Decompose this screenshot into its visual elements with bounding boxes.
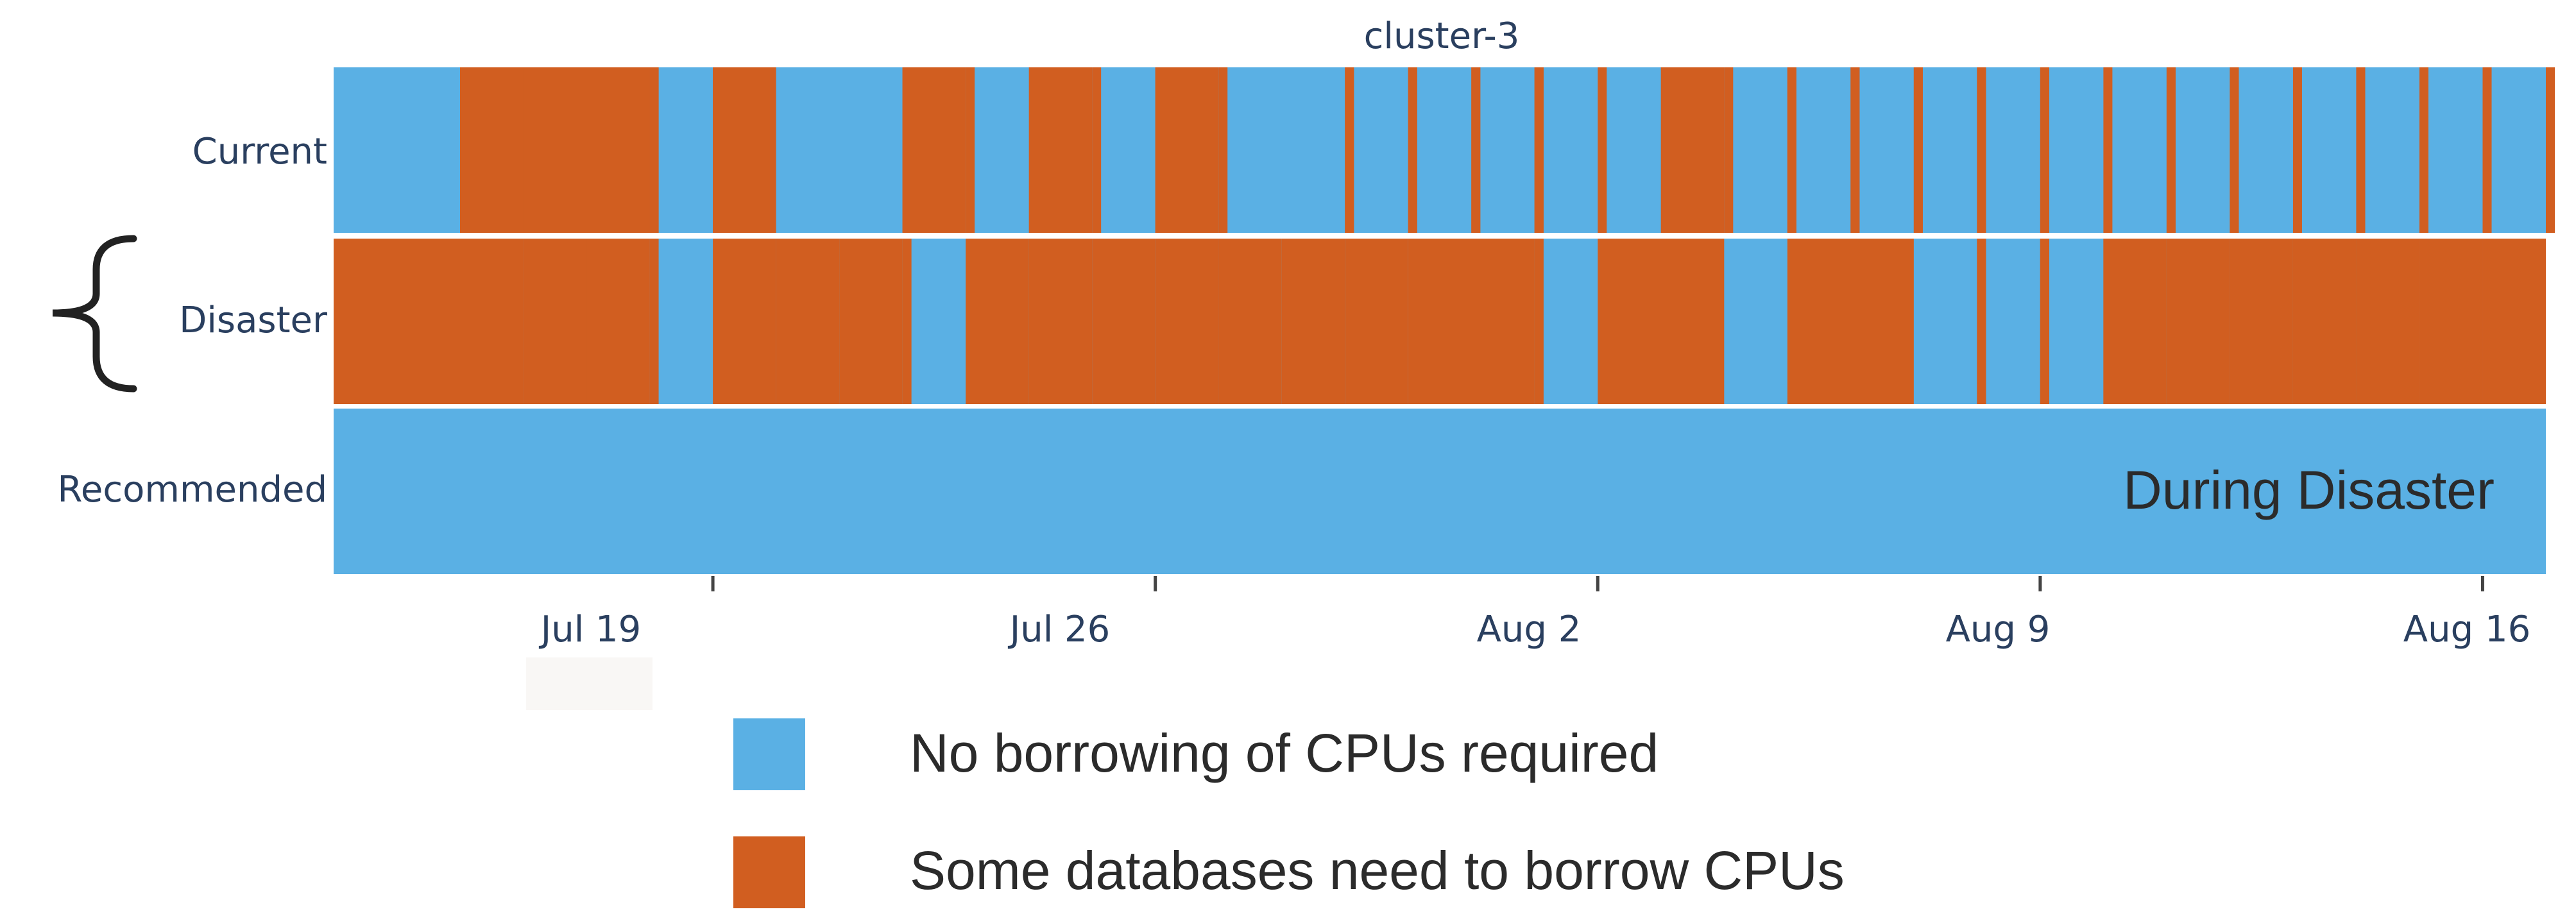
borrow-segment-disaster (1281, 239, 1345, 404)
annotation-during-disaster: During Disaster (2123, 460, 2495, 520)
borrow-segment-current (2166, 67, 2176, 233)
borrow-segment-disaster (523, 239, 587, 404)
borrow-segment-current (1913, 67, 1923, 233)
borrow-segment-current (2356, 67, 2366, 233)
borrow-segment-current (1092, 67, 1102, 233)
tick-label-aug2: Aug 2 (1477, 609, 1582, 650)
tick-label-jul26: Jul 26 (1008, 609, 1111, 650)
borrow-segment-disaster (2292, 239, 2357, 404)
row-label-current: Current (192, 131, 327, 173)
tick-label-jul19: Jul 19 (539, 609, 642, 650)
heatmap-rows (334, 67, 2555, 574)
borrow-segment-disaster (2482, 239, 2546, 404)
borrow-segment-disaster (1977, 239, 1986, 404)
borrow-segment-current (1598, 67, 1607, 233)
row-label-disaster: Disaster (179, 300, 328, 341)
borrow-segment-current (1218, 67, 1228, 233)
borrow-segment-current (1724, 67, 1734, 233)
faint-box (526, 657, 653, 710)
borrow-segment-disaster (839, 239, 903, 404)
borrow-segment-disaster (2040, 239, 2049, 404)
borrow-segment-current (1345, 67, 1354, 233)
borrow-segment-current (1977, 67, 1986, 233)
borrow-segment-disaster (2230, 239, 2293, 404)
legend-label-none: No borrowing of CPUs required (910, 723, 1659, 783)
borrow-segment-current (966, 67, 975, 233)
disaster-brace (52, 235, 137, 393)
row-label-recommended: Recommended (58, 469, 328, 511)
row-background-current (334, 67, 2546, 233)
borrow-segment-disaster (1345, 239, 1408, 404)
borrow-segment-disaster (586, 239, 650, 404)
chart-title: cluster-3 (1364, 15, 1520, 57)
legend-swatch-borrow (733, 836, 805, 908)
borrow-segment-disaster (649, 239, 659, 404)
borrow-segment-disaster (966, 239, 1029, 404)
legend-swatch-none (733, 718, 805, 790)
tick-label-aug16: Aug 16 (2403, 609, 2530, 650)
borrow-segment-disaster (1155, 239, 1219, 404)
borrow-segment-disaster (1028, 239, 1093, 404)
borrow-segment-disaster (2103, 239, 2167, 404)
borrow-segment-disaster (1408, 239, 1535, 404)
borrow-segment-disaster (1218, 239, 1282, 404)
borrow-segment-current (1787, 67, 1796, 233)
borrow-segment-disaster (1598, 239, 1725, 404)
borrow-segment-current (2040, 67, 2049, 233)
borrow-segment-disaster (1534, 239, 1544, 404)
borrow-segment-current (523, 67, 587, 233)
borrow-segment-current (2103, 67, 2113, 233)
borrow-segment-current (1408, 67, 1417, 233)
borrow-segment-current (2230, 67, 2239, 233)
borrow-segment-current (1660, 67, 1725, 233)
legend: No borrowing of CPUs required Some datab… (733, 718, 1845, 908)
tick-label-aug9: Aug 9 (1946, 609, 2051, 650)
borrow-segment-current (2419, 67, 2428, 233)
row-background-recommended (334, 409, 2546, 574)
borrow-segment-current (460, 67, 524, 233)
borrow-segment-disaster (1787, 239, 1914, 404)
borrow-segment-current (2482, 67, 2492, 233)
borrow-segment-disaster (713, 239, 776, 404)
borrow-segment-disaster (1092, 239, 1156, 404)
borrow-segment-current (1028, 67, 1093, 233)
borrow-segment-disaster (334, 239, 524, 404)
borrow-segment-current (1155, 67, 1219, 233)
borrow-segment-current (713, 67, 776, 233)
borrow-segment-disaster (2356, 239, 2419, 404)
borrow-segment-current (1471, 67, 1481, 233)
borrow-segment-current (1850, 67, 1860, 233)
borrow-segment-disaster (2419, 239, 2483, 404)
x-axis: Jul 19 Jul 26 Aug 2 Aug 9 Aug 16 (539, 576, 2530, 650)
borrow-segment-current (2546, 67, 2555, 233)
borrow-segment-current (902, 67, 966, 233)
borrow-segment-current (649, 67, 659, 233)
borrow-segment-disaster (902, 239, 912, 404)
legend-label-borrow: Some databases need to borrow CPUs (910, 840, 1845, 901)
borrow-segment-disaster (776, 239, 840, 404)
borrow-segment-current (586, 67, 650, 233)
borrow-segment-current (1534, 67, 1544, 233)
borrow-segment-current (2292, 67, 2302, 233)
borrow-segment-disaster (2166, 239, 2230, 404)
